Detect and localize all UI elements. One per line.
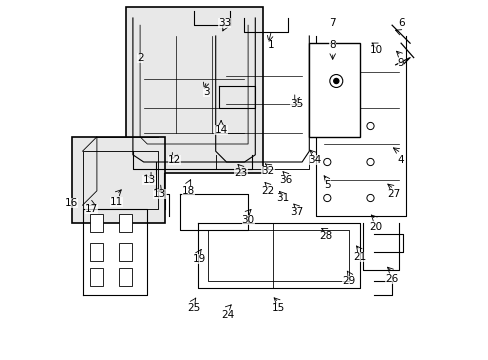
Circle shape xyxy=(333,78,338,84)
Text: 23: 23 xyxy=(234,168,247,178)
Text: 14: 14 xyxy=(214,125,227,135)
Text: 19: 19 xyxy=(192,254,206,264)
Text: 2: 2 xyxy=(137,53,143,63)
Bar xyxy=(119,243,132,261)
Text: 37: 37 xyxy=(289,207,303,217)
Text: 20: 20 xyxy=(368,222,382,232)
Text: 13: 13 xyxy=(153,189,166,199)
Bar xyxy=(72,137,165,223)
Text: 8: 8 xyxy=(329,40,335,50)
Text: 30: 30 xyxy=(241,215,254,225)
Text: 34: 34 xyxy=(307,155,321,165)
Text: 33: 33 xyxy=(218,18,231,28)
Bar xyxy=(90,214,103,232)
Text: 35: 35 xyxy=(289,99,303,109)
Text: 27: 27 xyxy=(386,189,400,199)
Bar xyxy=(90,268,103,286)
Text: 4: 4 xyxy=(397,155,404,165)
Text: 25: 25 xyxy=(187,303,200,313)
Text: 11: 11 xyxy=(110,197,123,207)
Bar xyxy=(125,7,262,173)
Text: 12: 12 xyxy=(167,155,181,165)
Text: 15: 15 xyxy=(271,303,285,313)
Text: 18: 18 xyxy=(182,186,195,196)
Bar xyxy=(90,243,103,261)
Text: 1: 1 xyxy=(267,40,274,50)
Text: 17: 17 xyxy=(85,204,98,214)
Text: 10: 10 xyxy=(368,45,382,55)
Text: 24: 24 xyxy=(221,310,234,320)
Text: 5: 5 xyxy=(324,180,330,190)
Text: 16: 16 xyxy=(65,198,78,208)
Text: 31: 31 xyxy=(275,193,288,203)
Text: 36: 36 xyxy=(279,175,292,185)
Circle shape xyxy=(329,75,342,87)
Bar xyxy=(119,214,132,232)
Text: 3: 3 xyxy=(203,87,209,97)
Text: 6: 6 xyxy=(397,18,404,28)
Text: 13: 13 xyxy=(142,175,155,185)
Bar xyxy=(309,43,359,137)
Text: 26: 26 xyxy=(385,274,398,284)
Bar xyxy=(119,268,132,286)
Text: 32: 32 xyxy=(261,166,274,176)
Text: 29: 29 xyxy=(342,276,355,286)
Text: 9: 9 xyxy=(397,58,404,68)
Text: 28: 28 xyxy=(318,231,331,241)
Text: 7: 7 xyxy=(329,18,335,28)
Text: 22: 22 xyxy=(261,186,274,196)
Text: 21: 21 xyxy=(352,252,366,262)
